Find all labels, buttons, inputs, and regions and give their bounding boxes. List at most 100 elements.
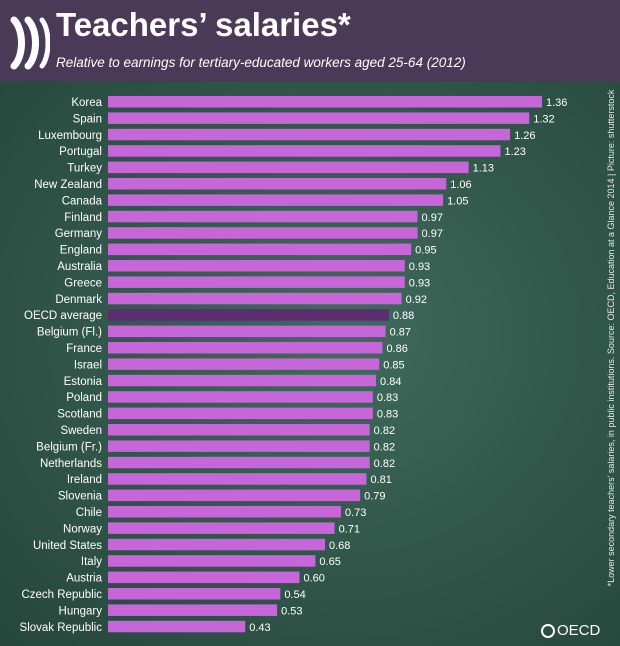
category-label: Sweden bbox=[60, 425, 102, 437]
category-label: OECD average bbox=[24, 310, 102, 322]
bar-turkey bbox=[108, 161, 469, 174]
bar-norway bbox=[108, 522, 335, 534]
bar-finland bbox=[108, 210, 418, 223]
category-label: Belgium (Fl.) bbox=[37, 327, 102, 339]
value-label: 1.23 bbox=[505, 146, 526, 158]
category-label: Netherlands bbox=[40, 458, 102, 470]
value-label: 1.36 bbox=[546, 97, 567, 109]
category-label: Spain bbox=[73, 113, 102, 125]
category-label: Hungary bbox=[59, 605, 103, 617]
category-label: Australia bbox=[57, 261, 102, 273]
value-label: 0.86 bbox=[386, 343, 407, 355]
bar-oecd-average bbox=[108, 309, 389, 321]
category-label: Israel bbox=[74, 359, 102, 371]
chart-title: Teachers’ salaries* bbox=[56, 6, 351, 43]
bar-korea bbox=[108, 96, 542, 108]
category-label: Luxembourg bbox=[38, 130, 102, 142]
value-label: 0.82 bbox=[374, 441, 395, 453]
value-label: 0.54 bbox=[284, 589, 305, 601]
bar-hungary bbox=[108, 604, 278, 616]
oecd-globe-icon bbox=[541, 624, 555, 638]
value-label: 0.79 bbox=[364, 491, 385, 503]
bar-slovak-republic bbox=[108, 620, 246, 633]
value-label: 0.71 bbox=[339, 523, 360, 535]
value-label: 0.83 bbox=[377, 392, 398, 404]
header-banner: Teachers’ salaries* Relative to earnings… bbox=[0, 0, 620, 82]
value-label: 1.26 bbox=[514, 130, 535, 142]
category-label: Slovak Republic bbox=[20, 622, 103, 634]
category-label: New Zealand bbox=[34, 179, 102, 191]
category-label: Ireland bbox=[67, 474, 102, 486]
value-label: 0.92 bbox=[406, 294, 427, 306]
bar-chile bbox=[108, 506, 341, 518]
category-label: Greece bbox=[64, 277, 102, 289]
value-label: 0.93 bbox=[409, 277, 430, 289]
value-label: 1.13 bbox=[473, 163, 494, 175]
category-label: Portugal bbox=[59, 146, 102, 158]
bar-czech-republic bbox=[108, 588, 281, 600]
category-label: Slovenia bbox=[58, 491, 103, 503]
category-label: Norway bbox=[63, 523, 102, 535]
category-label: Italy bbox=[81, 556, 102, 568]
bar-poland bbox=[108, 391, 373, 403]
value-label: 0.93 bbox=[409, 261, 430, 273]
bar-israel bbox=[108, 358, 380, 370]
category-label: Germany bbox=[55, 228, 103, 240]
bar-netherlands bbox=[108, 456, 370, 469]
bar-canada bbox=[108, 194, 444, 206]
value-label: 1.32 bbox=[533, 113, 554, 125]
value-label: 0.82 bbox=[374, 425, 395, 437]
category-label: Scotland bbox=[57, 409, 102, 421]
category-label: Chile bbox=[76, 507, 102, 519]
bar-sweden bbox=[108, 424, 370, 436]
bar-united-states bbox=[108, 538, 325, 551]
bar-england bbox=[108, 243, 412, 256]
category-label: Turkey bbox=[67, 163, 102, 175]
value-label: 1.06 bbox=[450, 179, 471, 191]
value-label: 0.97 bbox=[422, 228, 443, 240]
value-label: 0.87 bbox=[390, 327, 411, 339]
bar-spain bbox=[108, 112, 530, 124]
value-label: 1.05 bbox=[447, 195, 468, 207]
bar-denmark bbox=[108, 292, 402, 305]
value-label: 0.88 bbox=[393, 310, 414, 322]
bar-germany bbox=[108, 227, 418, 239]
bar-slovenia bbox=[108, 489, 361, 502]
category-label: Finland bbox=[64, 212, 102, 224]
category-label: Austria bbox=[66, 573, 102, 585]
value-label: 0.68 bbox=[329, 540, 350, 552]
value-label: 0.43 bbox=[249, 622, 270, 634]
category-label: Czech Republic bbox=[21, 589, 102, 601]
category-label: Poland bbox=[66, 392, 102, 404]
value-label: 0.97 bbox=[422, 212, 443, 224]
bar-greece bbox=[108, 276, 405, 288]
bar-belgium-fl bbox=[108, 325, 386, 338]
chart-subtitle: Relative to earnings for tertiary-educat… bbox=[56, 55, 466, 70]
value-label: 0.84 bbox=[380, 376, 401, 388]
value-label: 0.81 bbox=[370, 474, 391, 486]
value-label: 0.65 bbox=[319, 556, 340, 568]
category-label: England bbox=[60, 245, 102, 257]
value-label: 0.53 bbox=[281, 605, 302, 617]
value-label: 0.95 bbox=[415, 245, 436, 257]
category-label: Canada bbox=[62, 195, 103, 207]
bar-luxembourg bbox=[108, 128, 511, 141]
bar-italy bbox=[108, 555, 316, 567]
bar-portugal bbox=[108, 145, 501, 157]
bar-ireland bbox=[108, 473, 367, 485]
value-label: 0.60 bbox=[303, 573, 324, 585]
value-label: 0.82 bbox=[374, 458, 395, 470]
bar-estonia bbox=[108, 374, 377, 387]
source-note: *Lower secondary teachers' salaries, in … bbox=[606, 89, 616, 587]
bar-new-zealand bbox=[108, 178, 447, 190]
bar-scotland bbox=[108, 407, 373, 420]
bar-austria bbox=[108, 571, 300, 584]
bar-australia bbox=[108, 260, 405, 272]
bar-belgium-fr bbox=[108, 440, 370, 452]
oecd-quote-icon bbox=[10, 16, 50, 70]
bar-france bbox=[108, 342, 383, 354]
category-label: United States bbox=[33, 540, 102, 552]
category-label: Estonia bbox=[64, 376, 103, 388]
category-label: France bbox=[66, 343, 102, 355]
